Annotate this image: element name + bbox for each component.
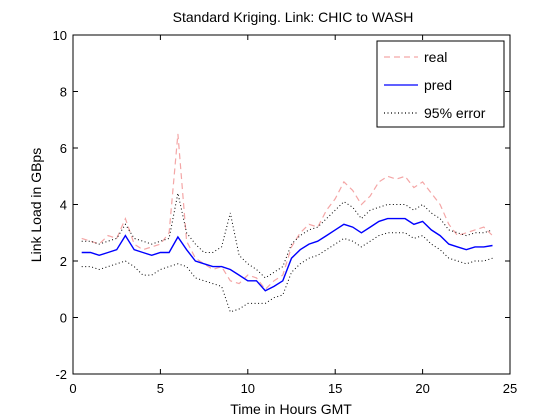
y-tick-label: -2 xyxy=(55,367,67,382)
chart-title: Standard Kriging. Link: CHIC to WASH xyxy=(173,9,414,25)
series-line-pred xyxy=(81,217,493,292)
legend: real pred 95% error xyxy=(376,40,505,128)
x-tick-label: 10 xyxy=(241,381,255,396)
y-tick-label: 6 xyxy=(60,141,67,156)
legend-entry-pred: pred xyxy=(424,77,452,93)
x-axis: 0 5 10 15 20 25 xyxy=(69,35,517,396)
legend-entry-real: real xyxy=(424,49,447,65)
x-tick-label: 25 xyxy=(503,381,517,396)
series-line-error-lower xyxy=(81,232,493,313)
series-line-error-upper xyxy=(81,193,493,279)
y-axis-label: Link Load in GBps xyxy=(28,148,44,262)
x-tick-label: 15 xyxy=(328,381,342,396)
series-line-real xyxy=(81,133,493,291)
legend-entry-error: 95% error xyxy=(424,105,486,121)
y-tick-label: 10 xyxy=(53,28,67,43)
y-axis: -2 0 2 4 6 8 10 xyxy=(53,28,510,382)
y-tick-label: 0 xyxy=(60,311,67,326)
x-tick-label: 0 xyxy=(69,381,76,396)
x-tick-label: 5 xyxy=(157,381,164,396)
x-tick-label: 20 xyxy=(415,381,429,396)
y-tick-label: 4 xyxy=(60,198,67,213)
y-tick-label: 8 xyxy=(60,85,67,100)
y-tick-label: 2 xyxy=(60,254,67,269)
plot-area xyxy=(81,133,493,313)
x-axis-label: Time in Hours GMT xyxy=(230,401,352,417)
